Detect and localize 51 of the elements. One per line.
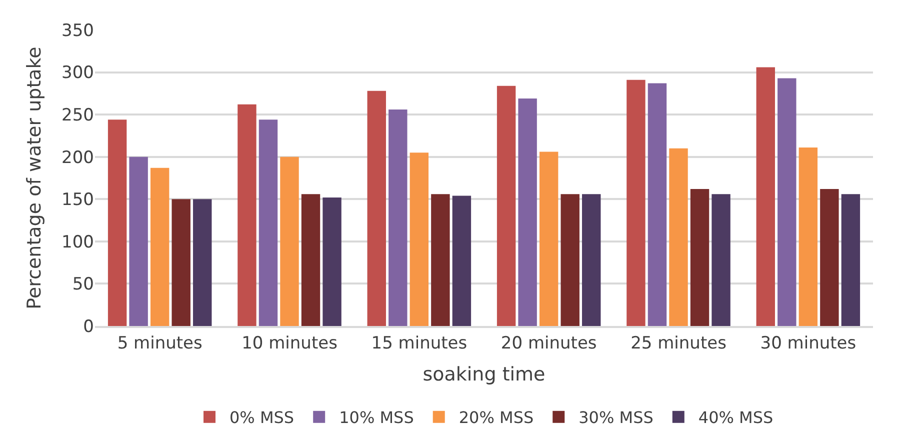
y-tick-label: 350 <box>62 20 94 41</box>
legend-label: 10% MSS <box>339 408 414 428</box>
legend-label: 0% MSS <box>230 408 294 428</box>
bar <box>582 194 601 326</box>
bar <box>560 194 580 326</box>
bar <box>108 120 127 326</box>
x-tick-label: 20 minutes <box>500 333 597 354</box>
x-tick-label: 5 minutes <box>117 333 202 354</box>
bar <box>626 80 646 326</box>
bar <box>539 152 558 326</box>
y-tick-label: 50 <box>72 274 94 295</box>
bar <box>690 188 710 326</box>
bar <box>841 194 860 326</box>
bar <box>410 152 429 326</box>
bar <box>798 148 818 326</box>
bar <box>258 120 278 326</box>
legend-label: 30% MSS <box>578 408 654 428</box>
legend-label: 20% MSS <box>458 408 534 428</box>
bar <box>367 90 386 326</box>
bar <box>301 194 320 326</box>
bar <box>648 83 667 326</box>
y-tick-label: 0 <box>83 316 94 337</box>
x-tick-label: 15 minutes <box>371 333 468 354</box>
bar <box>496 86 516 326</box>
bar <box>280 156 299 326</box>
bar <box>238 104 256 326</box>
x-tick-label: 10 minutes <box>242 333 338 354</box>
y-tick-label: 300 <box>62 63 94 84</box>
bar <box>669 148 688 326</box>
x-tick-label: 25 minutes <box>630 333 727 354</box>
y-tick-label: 200 <box>62 148 94 168</box>
y-axis-title: Percentage of water uptake <box>23 46 46 310</box>
bar <box>431 194 450 326</box>
legend-label: 40% MSS <box>698 408 774 428</box>
x-tick-label: 30 minutes <box>760 333 856 354</box>
y-tick-label: 150 <box>62 190 94 210</box>
bar <box>193 199 212 326</box>
bar <box>388 110 408 326</box>
bar <box>452 196 472 326</box>
bar <box>756 67 775 326</box>
bar <box>712 194 730 326</box>
bar <box>820 188 839 326</box>
bar <box>172 199 190 326</box>
bar <box>322 197 342 326</box>
bar <box>778 78 796 326</box>
bar <box>129 156 148 326</box>
x-axis-title: soaking time <box>422 364 546 386</box>
bar <box>150 168 170 326</box>
y-tick-label: 250 <box>62 106 94 126</box>
y-tick-label: 100 <box>62 232 94 252</box>
bar <box>518 98 537 326</box>
